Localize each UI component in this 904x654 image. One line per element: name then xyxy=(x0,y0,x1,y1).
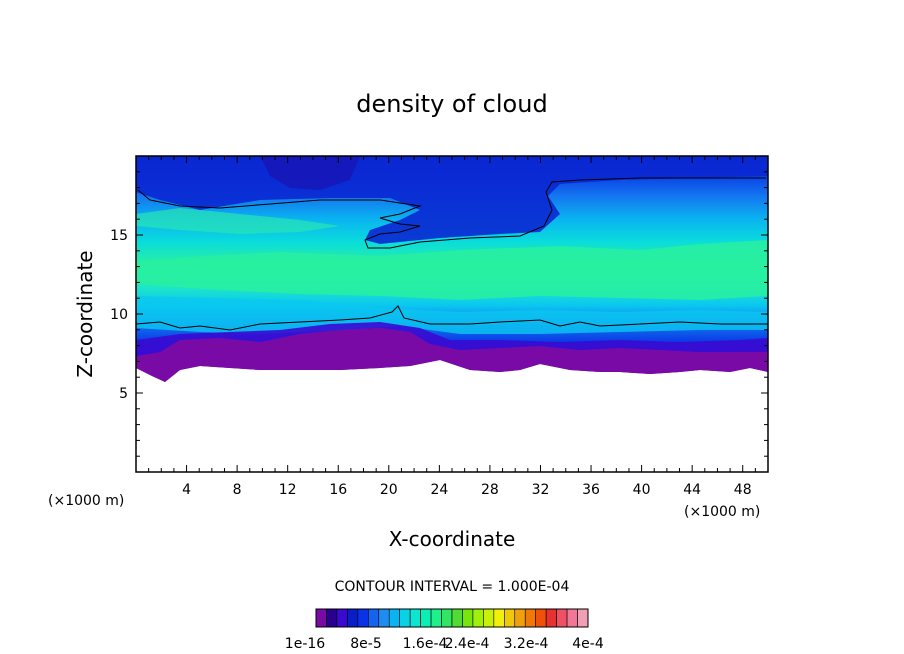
colorbar-swatch xyxy=(378,608,390,628)
colorbar-swatch xyxy=(514,608,526,628)
colorbar-swatch xyxy=(556,608,568,628)
upper-darkest xyxy=(260,156,360,190)
contour-lower xyxy=(136,305,768,331)
colorbar-swatch xyxy=(451,608,463,628)
cloud-base-violet xyxy=(136,328,768,382)
colorbar-swatch xyxy=(430,608,442,628)
cloud-base-indigo xyxy=(136,322,768,356)
core-green-band xyxy=(136,240,768,300)
colorbar-swatch xyxy=(566,608,578,628)
colorbar-swatch xyxy=(388,608,400,628)
x-tick-label: 44 xyxy=(683,482,701,498)
x-tick-label: 12 xyxy=(279,482,297,498)
chart-title: density of cloud xyxy=(356,90,547,118)
colorbar-label: 1.6e-4 xyxy=(403,636,448,652)
x-tick-label: 28 xyxy=(481,482,499,498)
colorbar-swatch xyxy=(535,608,547,628)
colorbar-frame xyxy=(315,608,589,628)
colorbar-swatch xyxy=(493,608,505,628)
colorbar-swatch xyxy=(347,608,359,628)
cloud-field xyxy=(136,156,768,382)
colorbar-swatch xyxy=(315,608,327,628)
colorbar-swatch xyxy=(357,608,369,628)
colorbar-swatch xyxy=(524,608,536,628)
x-tick-label: 40 xyxy=(633,482,651,498)
x-tick-label: 48 xyxy=(734,482,752,498)
x-tick-label: 8 xyxy=(233,482,242,498)
colorbar-swatch xyxy=(483,608,495,628)
colorbar-swatch xyxy=(504,608,516,628)
lower-cyan-band xyxy=(136,296,768,334)
x-unit-right: (×1000 m) xyxy=(684,504,760,520)
colorbar-swatch xyxy=(577,608,589,628)
x-tick-label: 20 xyxy=(380,482,398,498)
colorbar-swatch xyxy=(462,608,474,628)
contour-upper xyxy=(137,177,766,249)
colorbar-swatch xyxy=(336,608,348,628)
colorbar-swatch xyxy=(399,608,411,628)
y-tick-label: 5 xyxy=(119,386,128,402)
colorbar-label: 8e-5 xyxy=(350,636,381,652)
y-tick-labels: 5 10 15 xyxy=(110,228,128,402)
x-tick-label: 36 xyxy=(582,482,600,498)
x-axis-label: X-coordinate xyxy=(389,527,516,551)
colorbar-label: 3.2e-4 xyxy=(504,636,549,652)
colorbar xyxy=(315,608,589,628)
y-tick-label: 15 xyxy=(110,228,128,244)
y-tick-label: 10 xyxy=(110,307,128,323)
colorbar-swatch xyxy=(441,608,453,628)
x-unit-left: (×1000 m) xyxy=(48,493,124,509)
colorbar-label: 4e-4 xyxy=(572,636,604,652)
x-tick-label: 24 xyxy=(430,482,448,498)
colorbar-swatch xyxy=(420,608,432,628)
x-tick-label: 16 xyxy=(329,482,347,498)
colorbar-swatch xyxy=(368,608,380,628)
colorbar-labels: 1e-16 8e-5 1.6e-42.4e-4 3.2e-4 4e-4 xyxy=(285,636,604,652)
colorbar-label: 2.4e-4 xyxy=(445,636,490,652)
axis-ticks xyxy=(136,156,768,472)
x-tick-label: 4 xyxy=(182,482,191,498)
colorbar-swatch xyxy=(472,608,484,628)
colorbar-label: 1e-16 xyxy=(285,636,325,652)
upper-green-patch xyxy=(136,208,340,234)
colorbar-swatch xyxy=(409,608,421,628)
x-tick-label: 32 xyxy=(532,482,550,498)
y-axis-label: Z-coordinate xyxy=(73,250,97,377)
contour-interval: CONTOUR INTERVAL = 1.000E-04 xyxy=(335,579,570,595)
x-tick-labels: 4 8 12 16 20 24 28 32 36 40 44 48 xyxy=(182,482,752,498)
colorbar-swatch xyxy=(326,608,338,628)
colorbar-swatch xyxy=(545,608,557,628)
